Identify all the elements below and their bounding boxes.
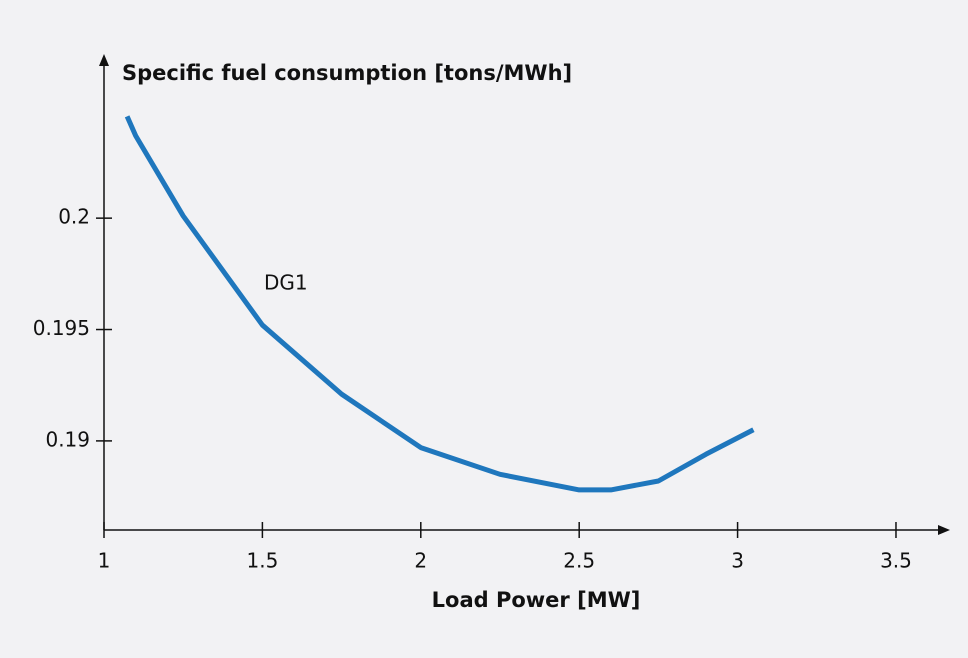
x-tick-label: 2.5 bbox=[563, 549, 595, 573]
series-label: DG1 bbox=[264, 271, 308, 295]
x-tick-label: 1.5 bbox=[246, 549, 278, 573]
y-tick-label: 0.195 bbox=[33, 316, 90, 340]
y-tick-label: 0.19 bbox=[45, 427, 90, 451]
x-axis-arrow bbox=[938, 525, 950, 535]
x-tick-label: 1 bbox=[98, 549, 111, 573]
x-axis-title: Load Power [MW] bbox=[432, 588, 641, 612]
x-tick-label: 2 bbox=[414, 549, 427, 573]
x-tick-label: 3.5 bbox=[880, 549, 912, 573]
x-tick-label: 3 bbox=[731, 549, 744, 573]
y-axis-title: Specific fuel consumption [tons/MWh] bbox=[122, 61, 572, 85]
data-line bbox=[124, 115, 755, 493]
y-tick-label: 0.2 bbox=[58, 205, 90, 229]
y-axis-arrow bbox=[99, 54, 109, 66]
